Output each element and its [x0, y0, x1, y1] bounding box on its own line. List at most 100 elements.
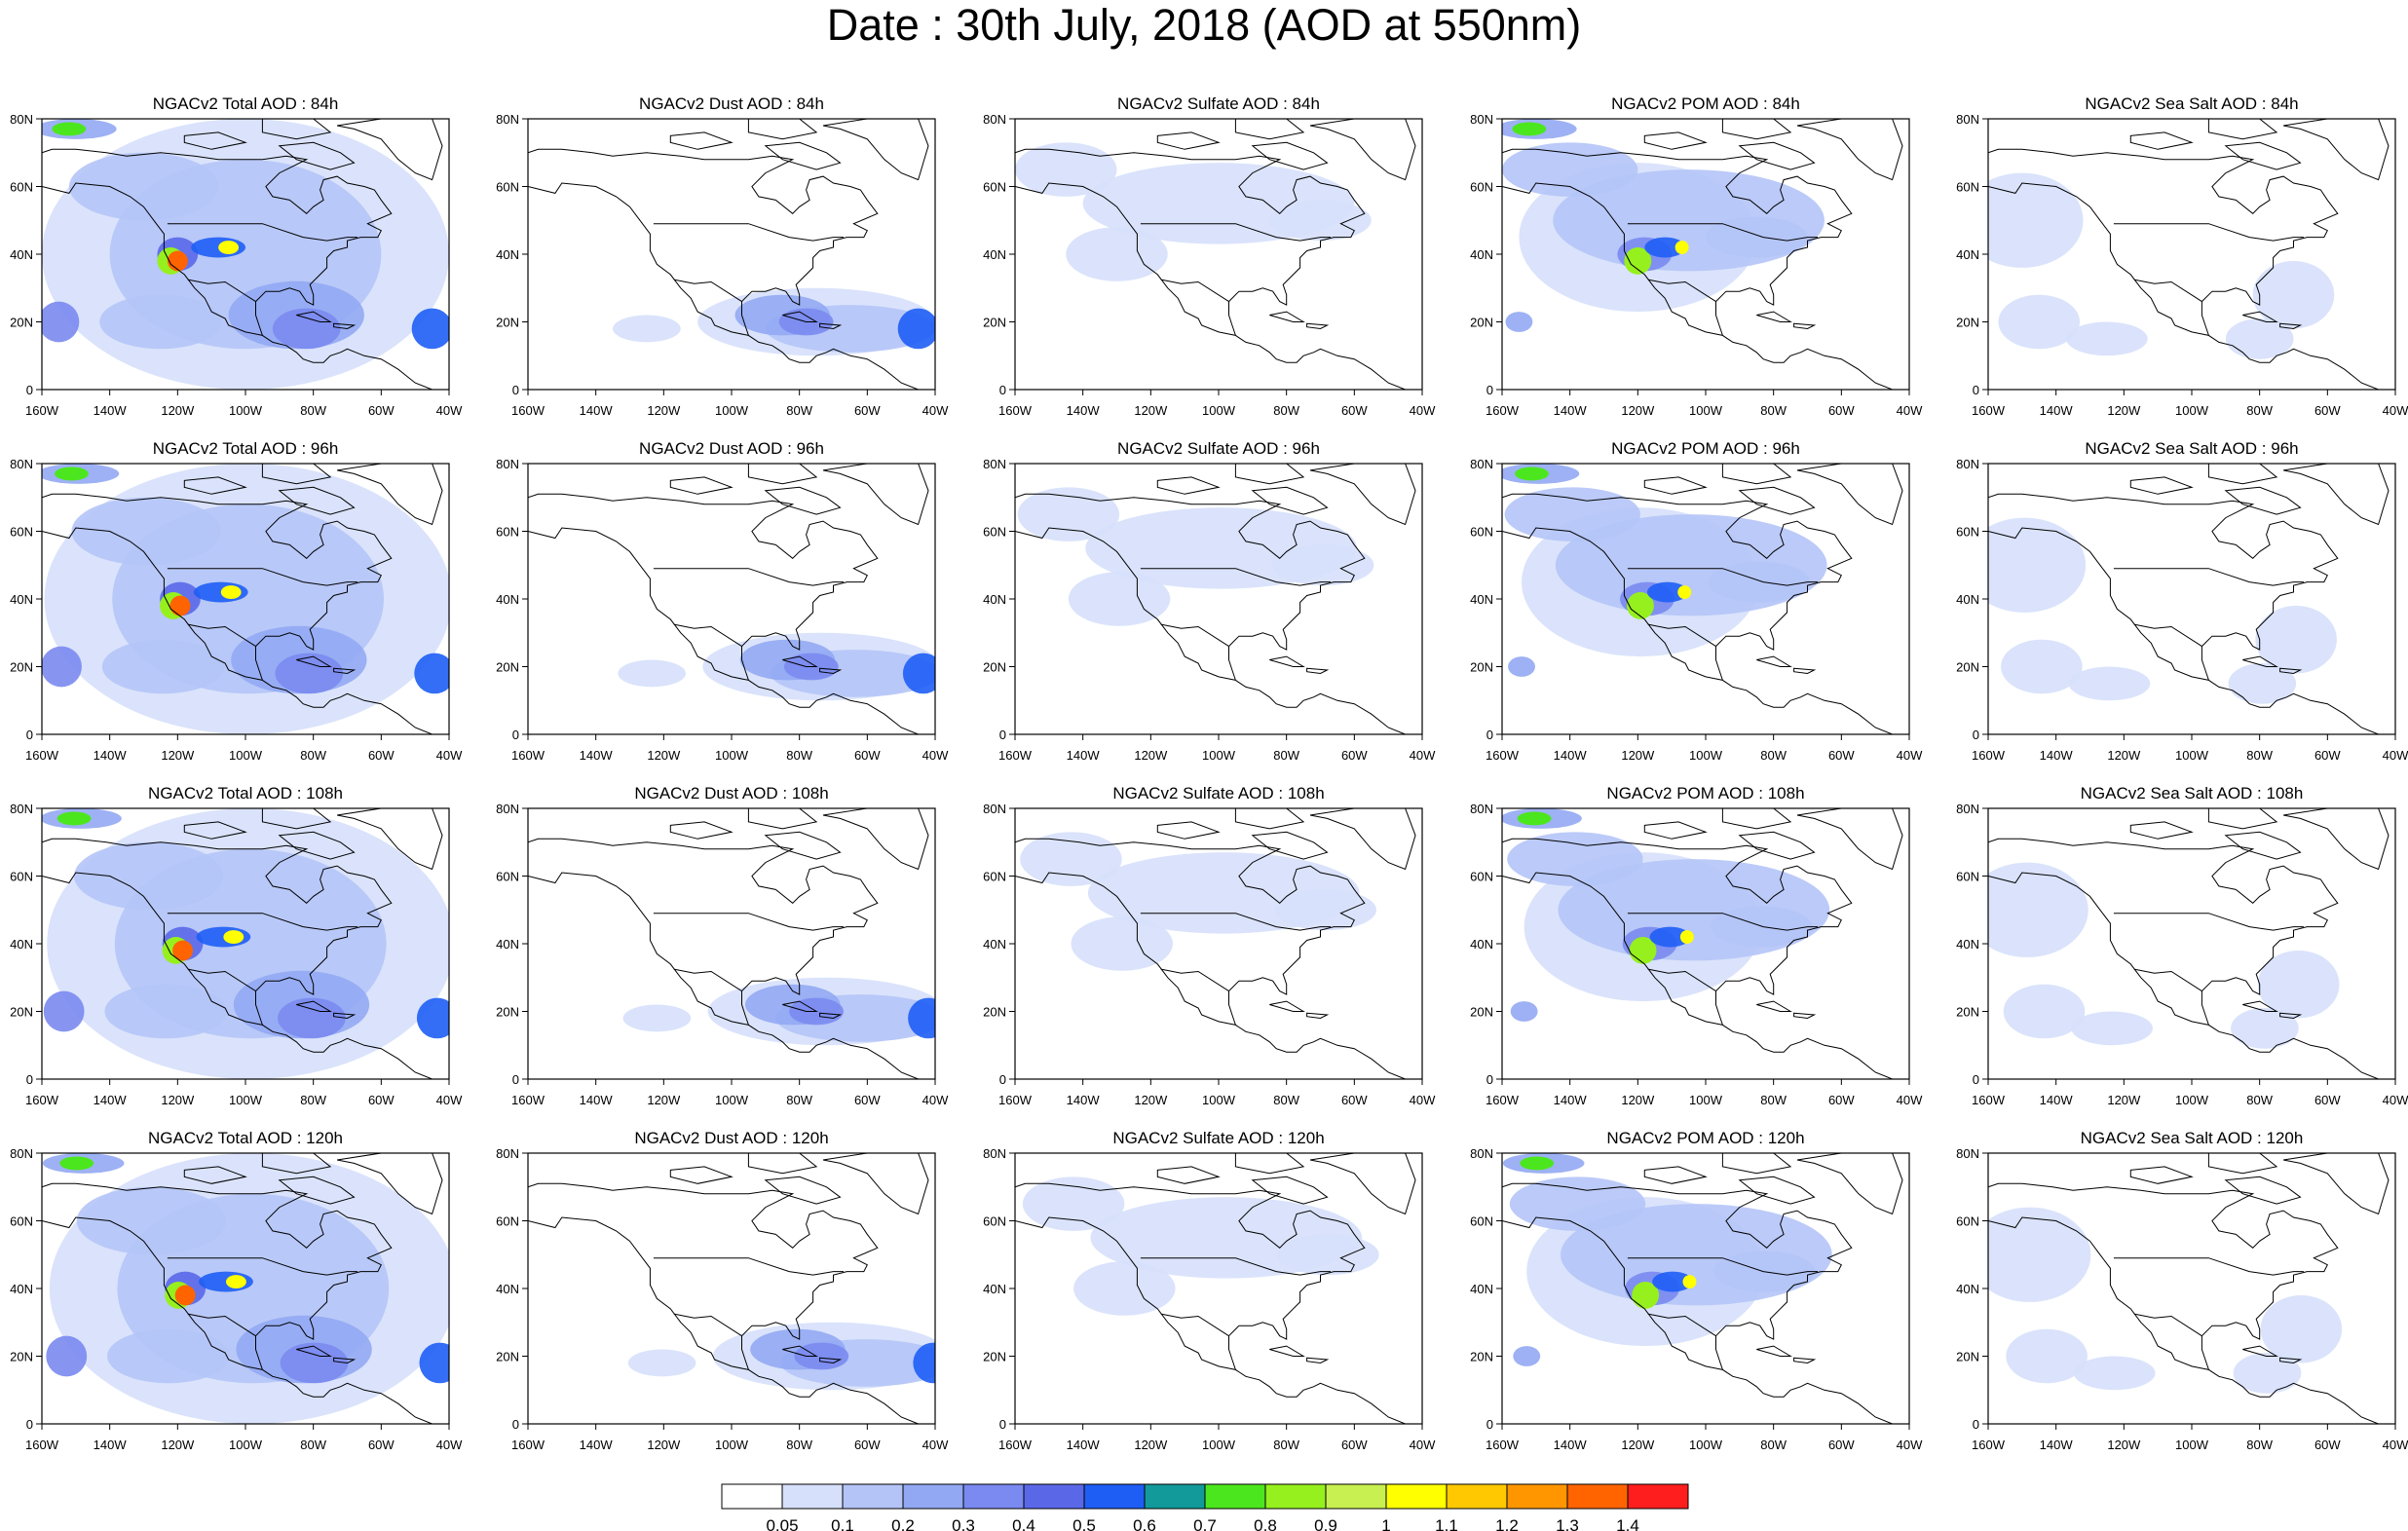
aod-region — [1649, 926, 1691, 948]
aod-region — [107, 1328, 230, 1384]
y-tick-label: 80N — [1956, 802, 1979, 816]
x-tick-label: 140W — [2040, 1093, 2074, 1107]
aod-region — [167, 250, 188, 272]
map-panel: NGACv2 Total AOD : 108h 160W 140W 120W 100W 8… — [10, 784, 463, 1107]
x-tick-label: 60W — [1828, 748, 1855, 763]
coastline — [1502, 808, 1903, 1079]
map-panel: NGACv2 Dust AOD : 84h 160W 140W 120W 100W 80W… — [496, 94, 949, 418]
y-tick-label: 20N — [983, 1350, 1006, 1364]
x-tick-label: 80W — [2246, 1438, 2273, 1452]
aod-region — [2001, 639, 2083, 694]
y-tick-label: 80N — [1470, 112, 1493, 127]
y-tick-label: 80N — [496, 1146, 519, 1161]
x-tick-label: 40W — [922, 748, 949, 763]
x-tick-label: 40W — [436, 403, 463, 418]
aod-region — [1274, 889, 1376, 931]
aod-field — [528, 464, 935, 734]
aod-region — [1269, 200, 1372, 242]
aod-region — [1646, 581, 1688, 603]
panel-title: NGACv2 POM AOD : 84h — [1611, 94, 1800, 113]
aod-region — [1677, 585, 1692, 599]
x-tick-label: 40W — [1410, 748, 1436, 763]
y-tick-label: 20N — [1470, 660, 1493, 675]
x-tick-label: 40W — [436, 1438, 463, 1452]
aod-field — [42, 119, 449, 390]
y-tick-label: 60N — [10, 180, 33, 195]
y-tick-label: 40N — [983, 937, 1006, 952]
x-tick-label: 100W — [1689, 1438, 1723, 1452]
x-tick-label: 140W — [1554, 403, 1588, 418]
y-tick-label: 20N — [496, 316, 519, 330]
aod-field — [1988, 808, 2395, 1079]
x-tick-label: 100W — [229, 1093, 263, 1107]
y-tick-label: 60N — [983, 180, 1006, 195]
y-tick-label: 40N — [10, 592, 33, 607]
aod-field — [1988, 464, 2395, 734]
y-tick-label: 60N — [1956, 870, 1979, 884]
x-tick-label: 60W — [1828, 403, 1855, 418]
aod-region — [414, 653, 449, 694]
y-tick-label: 20N — [1956, 1350, 1979, 1364]
aod-region — [104, 984, 227, 1039]
y-tick-label: 60N — [496, 180, 519, 195]
aod-region — [1017, 487, 1120, 541]
map-panel: NGACv2 Sulfate AOD : 120h 160W 140W 120W 100… — [983, 1129, 1436, 1452]
x-tick-label: 40W — [2383, 1093, 2408, 1107]
x-tick-label: 100W — [229, 403, 263, 418]
x-tick-label: 60W — [1341, 1438, 1368, 1452]
aod-region — [794, 1342, 849, 1370]
panel-title: NGACv2 Sulfate AOD : 120h — [1112, 1129, 1324, 1147]
x-tick-label: 100W — [2175, 1438, 2209, 1452]
y-tick-label: 40N — [496, 937, 519, 952]
aod-field — [42, 464, 449, 734]
aod-region — [2257, 950, 2340, 1019]
coastline — [1988, 1153, 2389, 1424]
aod-region — [913, 1342, 935, 1384]
x-tick-label: 80W — [1760, 403, 1787, 418]
y-tick-label: 60N — [1470, 180, 1493, 195]
y-tick-label: 80N — [10, 112, 33, 127]
coastline — [528, 119, 929, 390]
x-tick-label: 120W — [1134, 748, 1168, 763]
aod-region — [1652, 1271, 1693, 1292]
x-tick-label: 120W — [2107, 748, 2141, 763]
x-tick-label: 60W — [1341, 1093, 1368, 1107]
aod-field — [1502, 1153, 1909, 1424]
aod-field — [528, 808, 935, 1079]
panel-title: NGACv2 POM AOD : 96h — [1611, 439, 1800, 458]
aod-region — [416, 997, 449, 1039]
x-tick-label: 120W — [647, 1093, 681, 1107]
aod-region — [2068, 666, 2151, 701]
aod-region — [1508, 656, 1535, 677]
aod-region — [225, 1275, 246, 1289]
aod-region — [1679, 930, 1694, 944]
aod-field — [1015, 808, 1422, 1079]
panel-title: NGACv2 Sea Salt AOD : 84h — [2085, 94, 2298, 113]
map-panel: NGACv2 Dust AOD : 108h 160W 140W 120W 100W 80… — [496, 784, 949, 1107]
x-tick-label: 120W — [1134, 1093, 1168, 1107]
map-panel: NGACv2 Total AOD : 120h 160W 140W 120W 100W 8… — [10, 1129, 463, 1452]
x-tick-label: 40W — [922, 1438, 949, 1452]
aod-field — [528, 1153, 935, 1424]
aod-region — [99, 294, 222, 350]
x-tick-label: 40W — [1410, 403, 1436, 418]
y-tick-label: 60N — [1956, 180, 1979, 195]
x-tick-label: 80W — [786, 1093, 812, 1107]
coastline — [1988, 808, 2389, 1079]
panel-title: NGACv2 Dust AOD : 120h — [634, 1129, 828, 1147]
x-tick-label: 160W — [25, 1438, 59, 1452]
x-tick-label: 100W — [715, 1438, 749, 1452]
x-tick-label: 60W — [2314, 1438, 2341, 1452]
aod-region — [172, 940, 194, 961]
coastline — [1988, 464, 2389, 734]
x-tick-label: 100W — [1202, 1093, 1236, 1107]
x-tick-label: 80W — [1273, 1093, 1299, 1107]
x-tick-label: 160W — [25, 403, 59, 418]
y-tick-label: 40N — [983, 1282, 1006, 1296]
aod-region — [1988, 862, 2088, 957]
y-tick-label: 80N — [496, 112, 519, 127]
x-tick-label: 160W — [1972, 748, 2006, 763]
y-tick-label: 80N — [1956, 457, 1979, 471]
x-tick-label: 100W — [2175, 748, 2209, 763]
x-tick-label: 160W — [1972, 1438, 2006, 1452]
